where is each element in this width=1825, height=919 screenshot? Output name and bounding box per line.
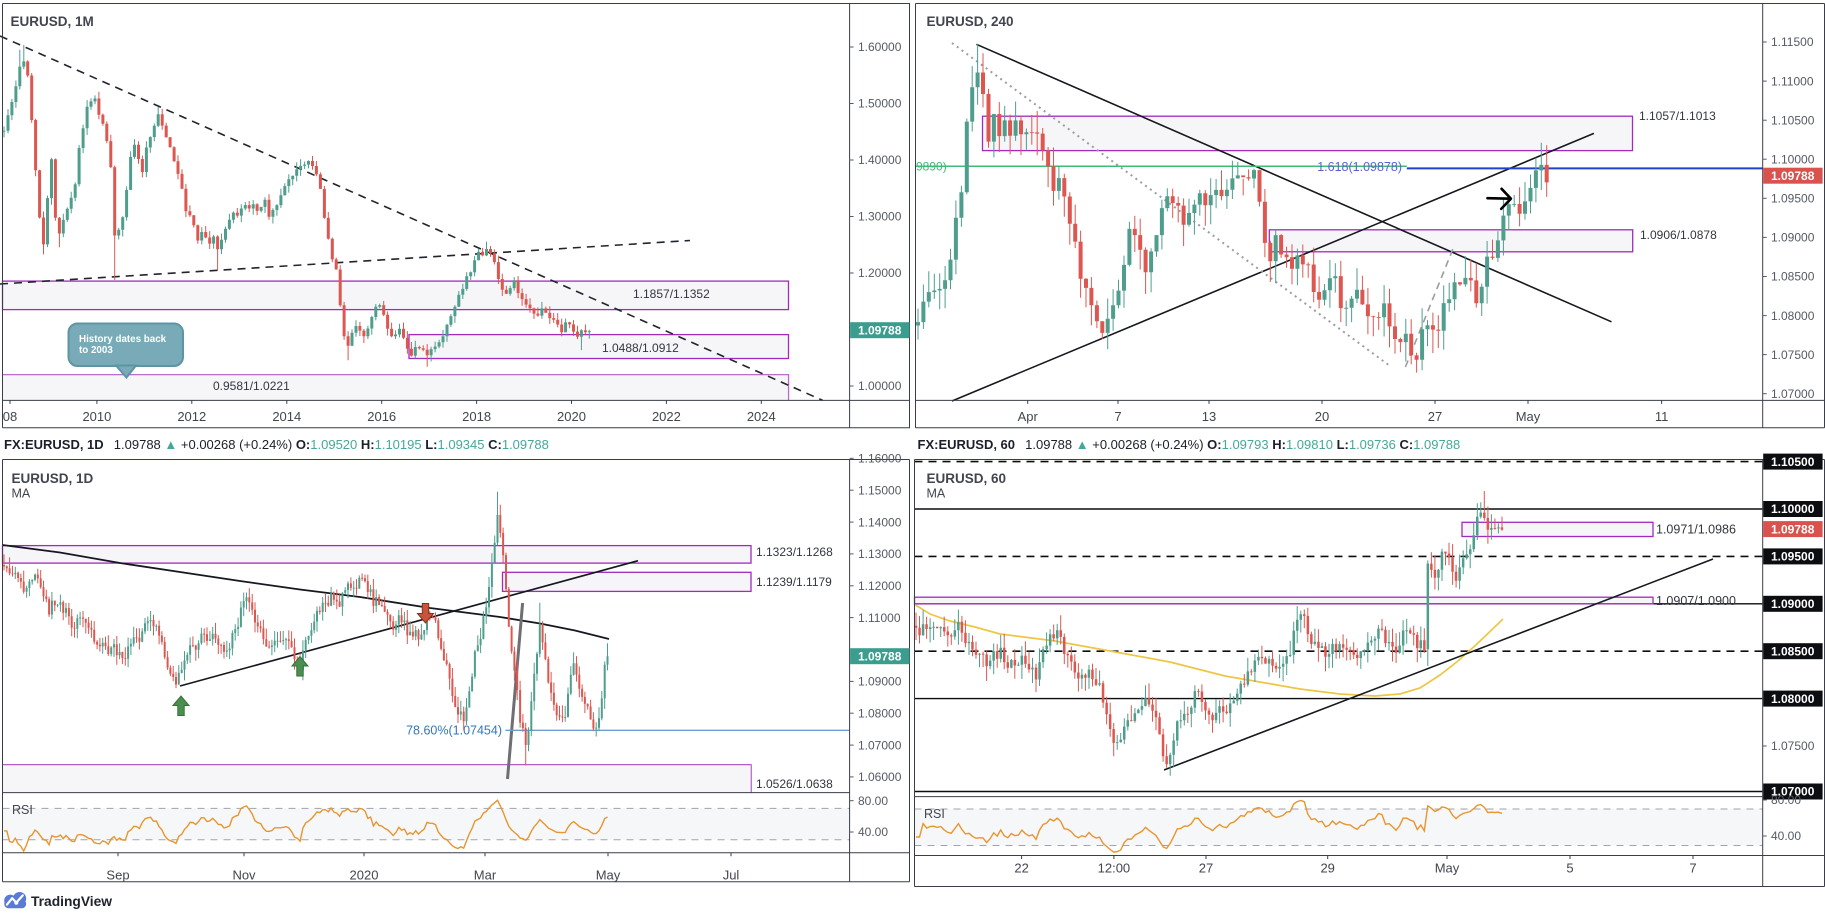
svg-text:Apr: Apr [1018, 409, 1039, 424]
svg-text:1.50000: 1.50000 [858, 97, 902, 111]
svg-text:1.07000: 1.07000 [858, 738, 902, 752]
svg-text:1.10500: 1.10500 [1771, 113, 1815, 127]
svg-text:22: 22 [1014, 861, 1028, 876]
svg-text:1.08000: 1.08000 [1771, 692, 1815, 706]
svg-text:May: May [596, 868, 621, 883]
svg-text:1.08500: 1.08500 [1771, 270, 1815, 284]
svg-text:1.00000: 1.00000 [858, 379, 902, 393]
svg-text:MA: MA [927, 487, 946, 501]
svg-text:1.09500: 1.09500 [1771, 550, 1815, 564]
svg-text:40.00: 40.00 [1771, 829, 1801, 843]
svg-text:1.07000: 1.07000 [1771, 785, 1815, 799]
svg-text:Jul: Jul [723, 868, 740, 883]
svg-text:2020: 2020 [350, 868, 379, 883]
svg-text:1.09788: 1.09788 [1771, 169, 1815, 183]
svg-text:2018: 2018 [462, 409, 491, 424]
svg-text:1.1057/1.1013: 1.1057/1.1013 [1639, 109, 1716, 123]
svg-text:1.0906/1.0878: 1.0906/1.0878 [1640, 228, 1717, 242]
svg-text:11: 11 [1655, 409, 1669, 424]
svg-text:1.08500: 1.08500 [1771, 644, 1815, 658]
svg-text:1.11500: 1.11500 [1771, 35, 1814, 49]
svg-text:History dates back: History dates back [79, 334, 167, 345]
svg-text:1.0488/1.0912: 1.0488/1.0912 [602, 341, 679, 355]
svg-text:FX:EURUSD, 1D 1.09788 ▲ +0.00: FX:EURUSD, 1D 1.09788 ▲ +0.00268 (+0.24%… [4, 437, 549, 452]
svg-text:12:00: 12:00 [1098, 861, 1131, 876]
svg-text:1.14000: 1.14000 [858, 515, 902, 529]
svg-text:1.09000: 1.09000 [1771, 597, 1815, 611]
svg-text:1.09000: 1.09000 [858, 675, 902, 689]
svg-text:1.15000: 1.15000 [858, 483, 902, 497]
svg-text:1.16000: 1.16000 [858, 452, 902, 466]
svg-text:TradingView: TradingView [31, 894, 112, 909]
svg-text:1.09500: 1.09500 [1771, 192, 1815, 206]
svg-text:1.40000: 1.40000 [858, 153, 902, 167]
svg-text:1.12000: 1.12000 [858, 579, 902, 593]
svg-text:13: 13 [1202, 409, 1216, 424]
svg-text:1.10000: 1.10000 [1771, 152, 1815, 166]
svg-text:1.13000: 1.13000 [858, 547, 902, 561]
svg-text:1.60000: 1.60000 [858, 40, 902, 54]
svg-text:1.07500: 1.07500 [1771, 739, 1815, 753]
svg-text:1.07500: 1.07500 [1771, 348, 1815, 362]
svg-text:29: 29 [1320, 861, 1334, 876]
svg-text:2012: 2012 [177, 409, 206, 424]
svg-text:Nov: Nov [232, 868, 256, 883]
svg-text:RSI: RSI [924, 807, 945, 821]
svg-text:2016: 2016 [367, 409, 396, 424]
svg-text:Sep: Sep [106, 868, 129, 883]
svg-text:May: May [1435, 861, 1460, 876]
svg-text:1.08000: 1.08000 [1771, 309, 1815, 323]
svg-text:2020: 2020 [557, 409, 586, 424]
svg-text:EURUSD, 1M: EURUSD, 1M [11, 14, 94, 29]
svg-text:80.00: 80.00 [1771, 793, 1801, 807]
svg-text:2014: 2014 [272, 409, 301, 424]
svg-text:1.09000: 1.09000 [1771, 231, 1815, 245]
svg-text:1.1239/1.1179: 1.1239/1.1179 [756, 575, 832, 589]
svg-text:1.30000: 1.30000 [858, 210, 902, 224]
svg-text:Mar: Mar [474, 868, 497, 883]
svg-text:1.06000: 1.06000 [858, 770, 902, 784]
svg-text:1.618(1.09878): 1.618(1.09878) [1317, 160, 1402, 174]
svg-text:1.09788: 1.09788 [858, 323, 902, 337]
svg-text:40.00: 40.00 [858, 825, 888, 839]
svg-text:MA: MA [12, 487, 31, 501]
svg-text:20: 20 [1315, 409, 1329, 424]
svg-text:1.08000: 1.08000 [858, 706, 902, 720]
svg-text:9890): 9890) [916, 160, 947, 174]
svg-text:FX:EURUSD, 60 1.09788 ▲ +0.00: FX:EURUSD, 60 1.09788 ▲ +0.00268 (+0.24%… [918, 437, 1461, 452]
svg-text:2024: 2024 [747, 409, 776, 424]
svg-text:7: 7 [1689, 861, 1696, 876]
svg-text:27: 27 [1199, 861, 1213, 876]
svg-text:1.11000: 1.11000 [1771, 74, 1814, 88]
svg-text:1.0971/1.0986: 1.0971/1.0986 [1656, 522, 1736, 536]
svg-text:7: 7 [1114, 409, 1121, 424]
svg-text:EURUSD, 1D: EURUSD, 1D [12, 471, 94, 486]
svg-text:EURUSD, 240: EURUSD, 240 [927, 14, 1014, 29]
svg-text:1.0907/1.0900: 1.0907/1.0900 [1656, 594, 1736, 608]
svg-text:1.11000: 1.11000 [858, 611, 901, 625]
svg-text:1.1323/1.1268: 1.1323/1.1268 [756, 545, 833, 559]
svg-text:1.09788: 1.09788 [1771, 522, 1815, 536]
svg-text:78.60%(1.07454): 78.60%(1.07454) [406, 724, 502, 738]
svg-text:1.0526/1.0638: 1.0526/1.0638 [756, 777, 833, 791]
svg-text:1.10500: 1.10500 [1771, 455, 1815, 469]
svg-text:0.9581/1.0221: 0.9581/1.0221 [213, 379, 290, 393]
svg-text:08: 08 [3, 409, 17, 424]
svg-text:80.00: 80.00 [858, 794, 888, 808]
svg-text:1.10000: 1.10000 [1771, 502, 1815, 516]
svg-text:RSI: RSI [12, 803, 33, 817]
svg-text:EURUSD, 60: EURUSD, 60 [927, 471, 1007, 486]
svg-text:1.09788: 1.09788 [858, 649, 902, 663]
svg-text:May: May [1516, 409, 1541, 424]
svg-text:2010: 2010 [82, 409, 111, 424]
svg-text:27: 27 [1428, 409, 1442, 424]
svg-text:5: 5 [1566, 861, 1573, 876]
svg-text:1.20000: 1.20000 [858, 266, 902, 280]
svg-text:2022: 2022 [652, 409, 681, 424]
svg-text:1.07000: 1.07000 [1771, 387, 1815, 401]
svg-text:1.1857/1.1352: 1.1857/1.1352 [633, 287, 710, 301]
svg-text:to 2003: to 2003 [79, 345, 113, 356]
